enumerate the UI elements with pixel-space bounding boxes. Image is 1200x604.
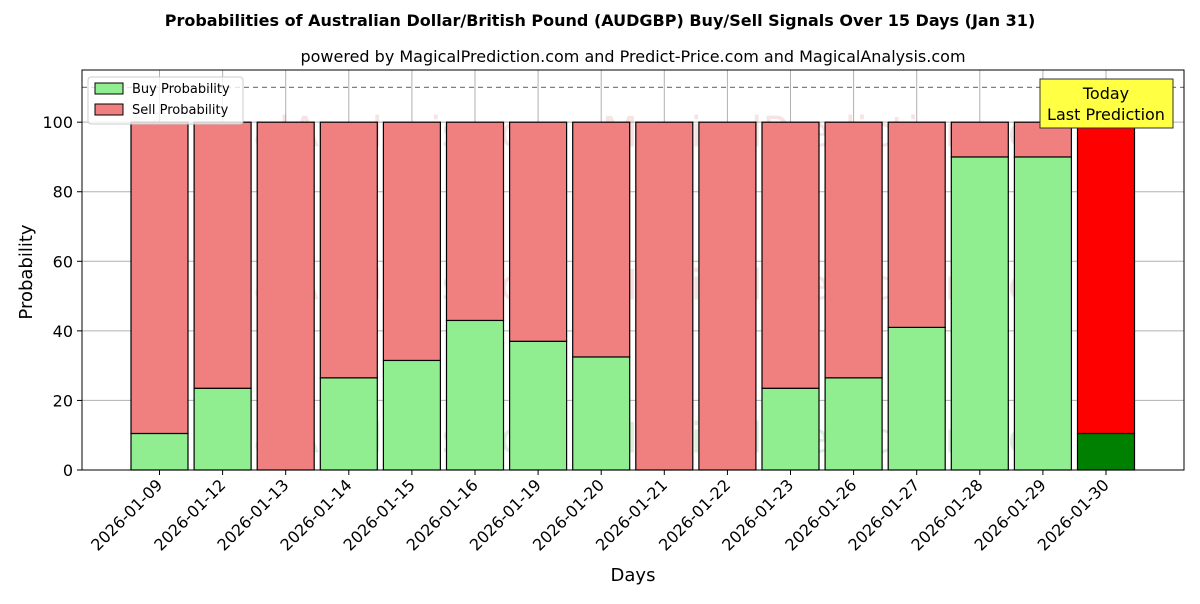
legend-label-buy: Buy Probability — [132, 82, 230, 97]
y-tick-label: 60 — [53, 252, 73, 271]
y-tick-label: 20 — [53, 391, 73, 410]
bar-buy-2026-01-29 — [1013, 156, 1073, 471]
bar-buy-2026-01-23 — [761, 387, 820, 471]
bar-sell-2026-01-09 — [130, 121, 189, 435]
y-tick-label: 40 — [53, 322, 73, 341]
plot-frame — [81, 69, 1185, 471]
bar-buy-2026-01-30 — [1076, 432, 1136, 471]
y-axis-label: Probability — [16, 224, 37, 319]
bar-sell-2026-01-28 — [950, 121, 1009, 158]
legend-label-sell: Sell Probability — [132, 103, 229, 118]
chart-title: Probabilities of Australian Dollar/Briti… — [165, 11, 1036, 30]
chart-subtitle: powered by MagicalPrediction.com and Pre… — [300, 47, 965, 66]
bar-sell-2026-01-27 — [887, 121, 946, 328]
bar-sell-2026-01-14 — [319, 121, 378, 379]
bar-sell-2026-01-16 — [445, 121, 505, 322]
bar-buy-2026-01-09 — [130, 432, 189, 471]
annotation-box — [1039, 78, 1174, 129]
annotation-line: Today — [1082, 84, 1129, 103]
bar-buy-2026-01-12 — [193, 387, 252, 471]
bar-sell-2026-01-13 — [256, 121, 315, 471]
bar-sell-2026-01-19 — [509, 121, 568, 342]
today-annotation: Today Last Prediction — [1039, 78, 1174, 129]
bar-buy-2026-01-28 — [950, 156, 1009, 471]
bar-sell-2026-01-15 — [382, 121, 441, 362]
legend-swatch-sell — [94, 103, 124, 116]
y-tick-label: 100 — [42, 113, 73, 132]
bar-buy-2026-01-26 — [824, 377, 883, 471]
bar-sell-2026-01-30 — [1076, 121, 1136, 435]
bar-buy-2026-01-27 — [887, 326, 946, 471]
x-axis-label: Days — [611, 565, 656, 586]
bar-buy-2026-01-16 — [445, 319, 505, 471]
bar-buy-2026-01-14 — [319, 377, 378, 471]
annotation-line: Last Prediction — [1047, 105, 1165, 124]
y-tick-label: 0 — [63, 461, 73, 480]
y-tick-label: 80 — [53, 183, 73, 202]
legend-swatch-buy — [94, 82, 124, 95]
bar-sell-2026-01-26 — [824, 121, 883, 379]
bar-sell-2026-01-21 — [635, 121, 694, 471]
bar-buy-2026-01-15 — [382, 359, 441, 471]
bar-sell-2026-01-23 — [761, 121, 820, 389]
bar-sell-2026-01-22 — [698, 121, 757, 471]
bar-buy-2026-01-20 — [572, 356, 631, 471]
legend: Buy Probability Sell Probability — [87, 76, 244, 125]
legend-box — [87, 76, 244, 125]
bar-buy-2026-01-19 — [509, 340, 568, 471]
bar-layer — [130, 121, 1136, 471]
bar-sell-2026-01-12 — [193, 121, 252, 389]
bar-sell-2026-01-20 — [572, 121, 631, 358]
